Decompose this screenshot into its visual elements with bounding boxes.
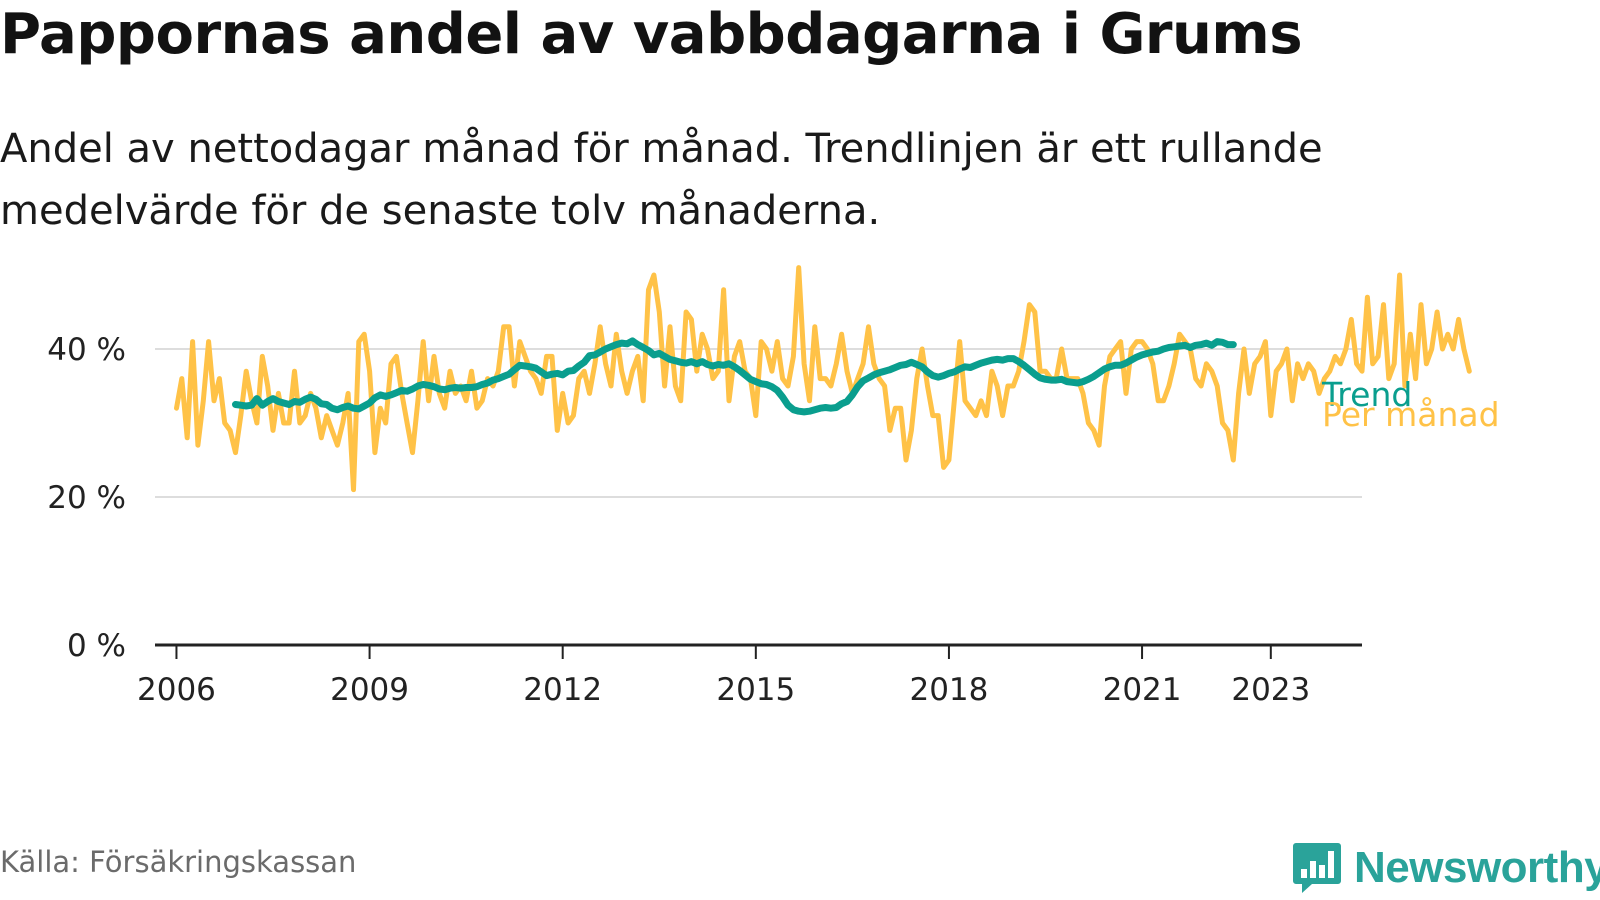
source-note: Källa: Försäkringskassan	[0, 845, 357, 879]
monthly-series-line	[174, 265, 1472, 493]
x-tick-label: 2021	[1103, 672, 1182, 708]
x-tick-label: 2015	[716, 672, 795, 708]
bar-chart-speech-bubble-icon	[1293, 843, 1341, 893]
trend-series-line	[232, 337, 1237, 416]
x-tick-label: 2018	[909, 672, 988, 708]
y-axis-ticks: 0 % 20 % 40 %	[47, 332, 126, 664]
y-tick-label: 0 %	[67, 628, 126, 664]
monthly-series-label: Per månad	[1322, 395, 1500, 434]
chart-title: Pappornas andel av vabbdagarna i Grums	[0, 2, 1303, 67]
y-tick-label: 40 %	[47, 332, 126, 368]
x-tick-label: 2012	[523, 672, 602, 708]
y-tick-label: 20 %	[47, 480, 126, 516]
x-tick-label: 2023	[1231, 672, 1310, 708]
logo-text: Newsworthy	[1354, 843, 1600, 892]
x-tick-label: 2009	[330, 672, 409, 708]
x-tick-label: 2006	[137, 672, 216, 708]
chart-subtitle: Andel av nettodagar månad för månad. Tre…	[0, 126, 1323, 234]
series-lines	[174, 265, 1472, 493]
trend-series-label: Trend	[1321, 375, 1412, 414]
newsworthy-logo[interactable]: Newsworthy	[1292, 838, 1600, 898]
x-axis-ticks: 2006 2009 2012 2015 2018 2021 2023	[137, 645, 1310, 708]
